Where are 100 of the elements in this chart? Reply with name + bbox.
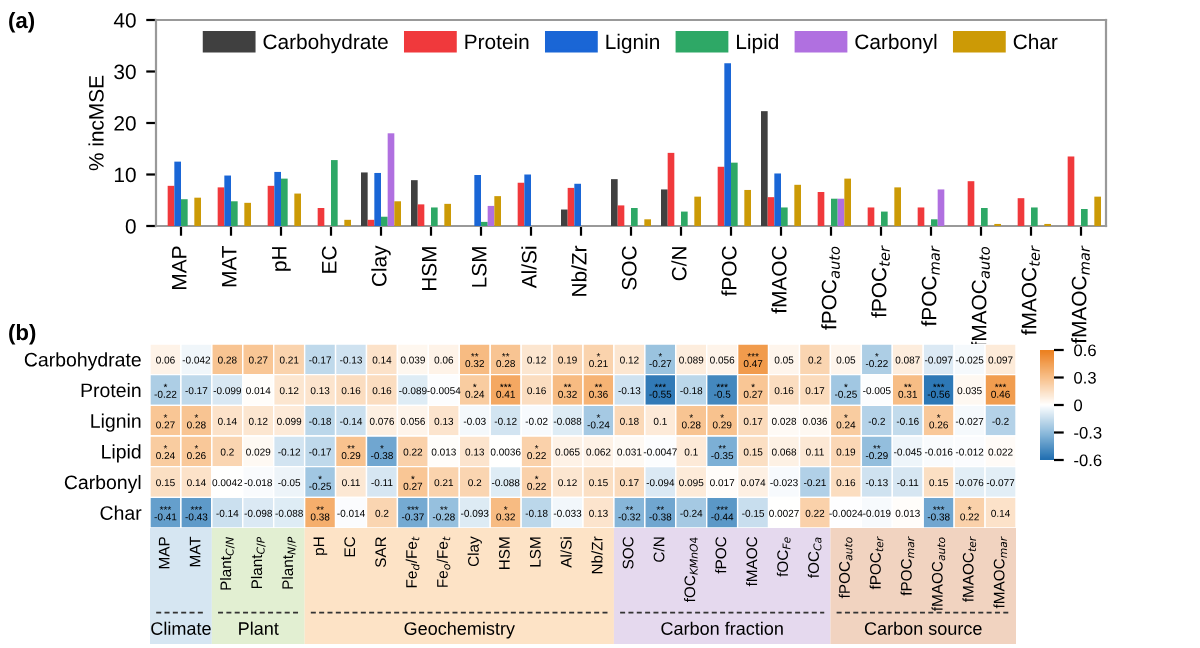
bar [817,192,825,226]
bar [331,160,338,226]
text: (b) [9,323,36,345]
x-tick-label: fMAOC [771,246,787,314]
x-tick-label: Nb/Zr [571,245,587,296]
bar [644,219,651,226]
bar [611,179,618,226]
bar [267,185,275,226]
y-tick-label: 0 [125,219,136,234]
x-tick-label: Al/Si [521,246,537,289]
legend-label: Lipid [737,33,778,54]
bar [167,185,175,226]
bar [374,172,381,226]
bar [667,152,675,226]
y-tick-label: 20 [114,116,136,131]
bar [194,197,201,226]
bar [744,189,751,226]
x-tick-label: fMAOC$_{mar}$ [1071,245,1090,344]
x-tick-label: LSM [471,247,487,287]
bar [574,183,581,226]
bar [344,219,351,226]
x-tick-label: HSM [421,247,437,291]
bar [844,178,851,226]
x-tick-label: EC [321,246,337,273]
band-label: Climate [151,621,211,635]
y-tick-label: Lignin [91,413,141,432]
bar [494,196,501,226]
bar [431,207,438,226]
bar [894,187,901,226]
bar [381,216,388,226]
band-label: Carbon source [864,621,982,635]
band-label: Plant [239,621,279,635]
legend-label: Lignin [606,33,659,54]
bar [1067,156,1075,226]
x-tick-label: MAP [172,246,187,289]
bar [617,205,625,226]
bar [174,161,181,226]
bar [487,205,495,226]
bar [244,202,251,226]
bar [967,181,975,226]
color-bar-label: -0.3 [1074,426,1102,439]
bar [417,204,425,226]
bar [474,175,481,226]
bar [517,182,525,226]
bar [767,197,775,226]
color-bar-label: 0.3 [1074,371,1096,384]
band-label: Carbon fraction [661,621,783,635]
bar [761,111,768,226]
y-tick-label: 30 [114,64,136,80]
bar [774,173,781,226]
bar [661,189,668,226]
bar [881,211,888,226]
bar [317,207,325,226]
y-tick-label: Char [100,505,142,520]
bar [224,175,231,226]
bar [931,219,938,226]
x-tick-label: fPOC$_{mar}$ [921,245,940,327]
x-tick-label: C/N [671,247,687,281]
bar [561,209,568,226]
x-tick-label: fPOC [721,246,737,297]
bar [524,174,531,226]
bar [217,187,225,226]
bar [411,180,418,226]
bar [831,198,838,226]
bar [631,207,638,226]
bar [794,184,801,226]
bar [917,207,925,226]
y-tick-label: 10 [114,167,136,183]
x-tick-label: MAT [222,245,237,287]
bar [387,133,395,226]
bar [1094,196,1101,226]
bar [694,196,701,226]
x-tick-label: fPOC$_{ter}$ [871,245,890,318]
bar [717,166,725,226]
bar [1017,198,1025,226]
x-tick-label: SOC [621,246,637,290]
bar [281,178,288,226]
legend-label: Char [1013,33,1058,50]
x-tick-label: fPOC$_{auto}$ [821,246,840,330]
legend-label: Carbohydrate [263,33,388,54]
legend-label: Carbonyl [855,33,937,54]
x-tick-label: fMAOC$_{ter}$ [1021,245,1040,335]
color-bar-label: -0.6 [1074,454,1102,467]
bar [724,63,731,226]
bar [981,207,988,226]
x-tick-label: pH [272,247,291,271]
legend-label: Protein [465,33,529,50]
y-tick-label: Protein [81,382,141,398]
bar [181,199,188,226]
band-label: Geochemistry [404,621,515,639]
x-tick-label: Clay [371,245,391,287]
color-bar-label: 0 [1074,399,1083,412]
bar [681,211,688,226]
text: (a) [9,11,35,33]
bar [294,193,301,226]
y-tick-label: Carbonyl [64,474,141,494]
color-bar-label: 0.6 [1074,344,1096,357]
bar [781,207,788,226]
bar [1081,209,1088,226]
bar [231,201,238,226]
